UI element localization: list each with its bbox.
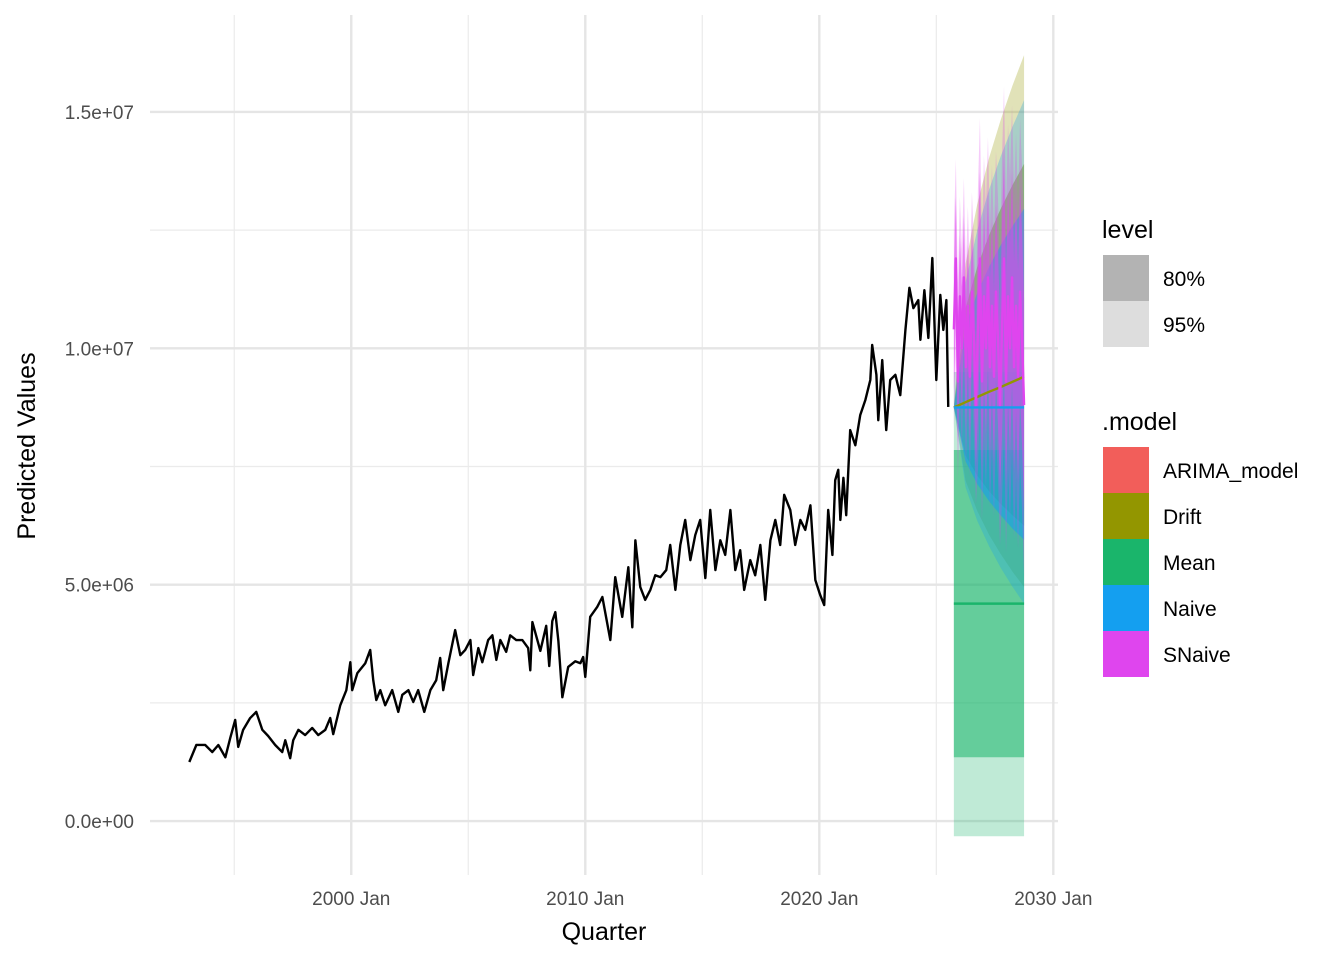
legend-key-drift (1103, 493, 1149, 539)
x-axis-ticks: 2000 Jan 2010 Jan 2020 Jan 2030 Jan (312, 889, 1092, 910)
legend-label: Naive (1163, 598, 1217, 621)
legend-label: Mean (1163, 552, 1216, 575)
drift-forecast-line (953, 375, 1025, 409)
x-tick-label: 2030 Jan (1014, 889, 1092, 910)
x-axis-title: Quarter (562, 918, 647, 946)
x-tick-label: 2010 Jan (546, 889, 624, 910)
y-axis-ticks: 0.0e+00 5.0e+06 1.0e+07 1.5e+07 (65, 103, 134, 833)
y-axis-title: Predicted Values (13, 352, 41, 539)
series-lines (188, 256, 1026, 763)
y-tick-label: 1.0e+07 (65, 339, 134, 360)
legend-label: 95% (1163, 314, 1205, 337)
observed-series-line (188, 256, 950, 763)
x-tick-label: 2000 Jan (312, 889, 390, 910)
legend-key-mean (1103, 539, 1149, 585)
y-tick-label: 0.0e+00 (65, 812, 134, 833)
forecast-bands (953, 55, 1025, 837)
legend-label: Drift (1163, 506, 1202, 529)
y-tick-label: 1.5e+07 (65, 103, 134, 124)
legend-level-title: level (1102, 216, 1153, 244)
legend-model-title: .model (1102, 408, 1177, 436)
legend-label: ARIMA_model (1163, 460, 1298, 483)
legend-key-arima_model (1103, 447, 1149, 493)
x-tick-label: 2020 Jan (780, 889, 858, 910)
legend-key-80pct (1103, 255, 1149, 301)
y-tick-label: 5.0e+06 (65, 576, 134, 597)
snaive-forecast-line (952, 257, 1026, 407)
legend-key-naive (1103, 585, 1149, 631)
legend: level 80% 95% .model ARIMA_model Drift Mean… (1102, 216, 1298, 677)
grid (150, 15, 1058, 875)
legend-key-snaive (1103, 631, 1149, 677)
legend-key-95pct (1103, 301, 1149, 347)
legend-label: 80% (1163, 268, 1205, 291)
legend-label: SNaive (1163, 644, 1231, 667)
